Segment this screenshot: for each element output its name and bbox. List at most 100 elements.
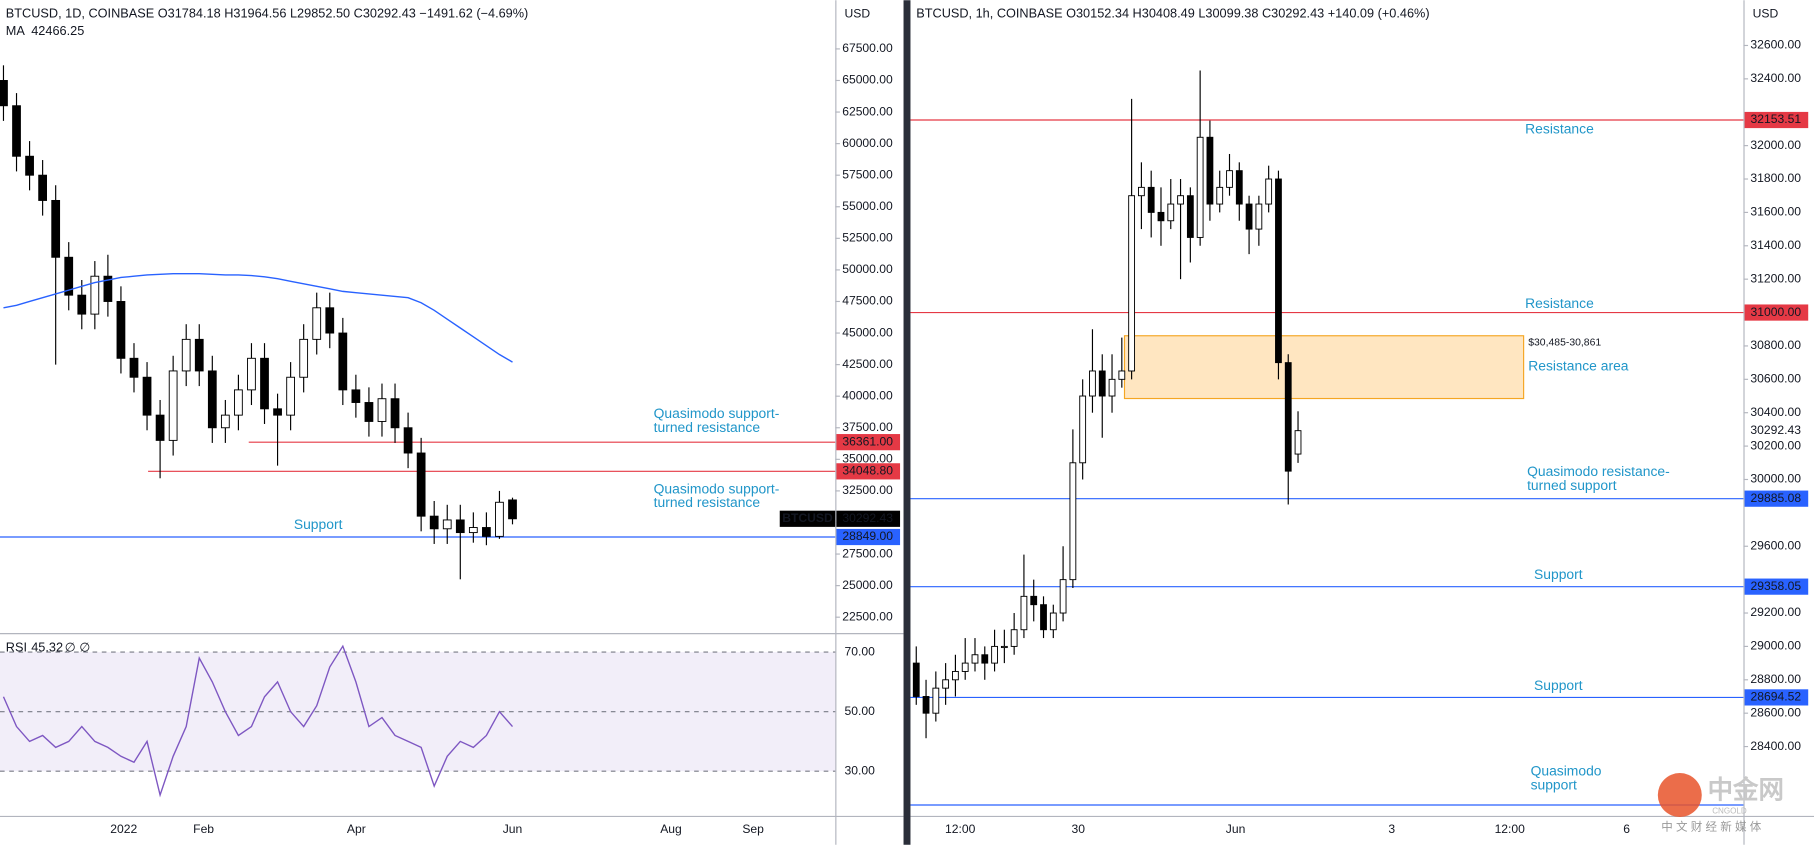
- x-tick-label: 2022: [110, 822, 137, 836]
- candle-body: [90, 275, 100, 315]
- y-tick-label: 30400.00: [1750, 405, 1801, 419]
- x-tick-label: Jun: [1226, 822, 1246, 836]
- candle-body: [403, 427, 413, 454]
- x-tick-label: 3: [1388, 822, 1395, 836]
- candle-body: [247, 357, 256, 391]
- candle-body: [442, 519, 452, 530]
- candle-body: [495, 501, 504, 537]
- candle-body: [142, 376, 152, 416]
- candle-body: [377, 398, 387, 422]
- candle-body: [1049, 612, 1057, 631]
- y-tick-label: 32000.00: [1750, 138, 1801, 152]
- y-tick-label: 31600.00: [1750, 205, 1801, 219]
- candle-body: [932, 687, 940, 714]
- panel-header: BTCUSD, 1h, COINBASE O30152.34 H30408.49…: [916, 5, 1429, 20]
- y-tick-label: 22500.00: [842, 609, 893, 623]
- y-tick-label: 52500.00: [842, 231, 893, 245]
- candle-body: [1255, 203, 1263, 230]
- candle-body: [1147, 186, 1155, 213]
- candle-body: [325, 307, 335, 334]
- level-price-label: 36361.00: [842, 434, 893, 448]
- candle-body: [0, 80, 8, 107]
- rsi-value: 45.32: [31, 639, 63, 654]
- level-price-label: 28849.00: [842, 529, 893, 543]
- y-tick-label: 30.00: [845, 763, 876, 777]
- candle-body: [455, 519, 465, 534]
- level-price-label: 29358.05: [1751, 579, 1802, 593]
- candle-body: [1196, 136, 1204, 238]
- candle-body: [416, 452, 426, 517]
- candle-body: [429, 515, 439, 530]
- candle-body: [25, 155, 34, 176]
- y-tick-label: 32500.00: [842, 483, 893, 497]
- annotation: support: [1531, 776, 1577, 792]
- annotation: Quasimodo resistance-: [1527, 463, 1670, 479]
- level-price-label: 31000.00: [1751, 305, 1802, 319]
- candle-body: [1000, 645, 1008, 649]
- candle-body: [12, 105, 21, 157]
- rsi-name: RSI: [6, 639, 27, 654]
- candle-body: [273, 408, 282, 416]
- y-tick-label: 30600.00: [1750, 372, 1801, 386]
- x-tick-label: Feb: [193, 822, 214, 836]
- candle-body: [1030, 595, 1038, 606]
- candle-body: [286, 376, 295, 416]
- candle-body: [991, 645, 998, 664]
- y-tick-label: 70.00: [845, 644, 876, 658]
- y-tick-label: 30200.00: [1750, 438, 1801, 452]
- x-tick-label: 12:00: [945, 822, 976, 836]
- candle-body: [912, 662, 920, 697]
- y-tick-label: 57500.00: [842, 167, 893, 181]
- x-tick-label: Apr: [347, 822, 366, 836]
- resistance-zone: [1123, 335, 1525, 400]
- candle-body: [1235, 170, 1243, 205]
- y-tick-label: 45000.00: [842, 325, 893, 339]
- annotation: Support: [294, 516, 343, 532]
- candle-body: [220, 414, 230, 429]
- y-tick-label: 25000.00: [842, 578, 893, 592]
- candle-body: [1284, 362, 1292, 472]
- panel-header: BTCUSD, 1D, COINBASE O31784.18 H31964.56…: [6, 5, 529, 20]
- candle-body: [260, 357, 269, 410]
- candle-body: [77, 294, 87, 315]
- candle-body: [1079, 395, 1087, 464]
- candle-body: [390, 398, 400, 429]
- candle-body: [1177, 195, 1184, 205]
- candle-body: [981, 654, 989, 664]
- level-price-box: [1744, 490, 1809, 507]
- y-tick-label: 30800.00: [1750, 338, 1801, 352]
- candle-body: [482, 527, 491, 537]
- candle-body: [1089, 370, 1096, 397]
- candle-body: [971, 654, 979, 664]
- candle-body: [38, 174, 48, 201]
- candle-body: [168, 370, 178, 441]
- candle-body: [468, 527, 478, 534]
- y-tick-label: 32400.00: [1750, 71, 1801, 85]
- candle-body: [103, 275, 113, 302]
- candle-body: [234, 389, 243, 416]
- level-price-box: [1744, 578, 1809, 595]
- level-price-box: [1744, 304, 1809, 321]
- annotation: Quasimodo support-: [654, 405, 780, 421]
- candle-body: [952, 670, 959, 681]
- level-price-box: [836, 434, 901, 451]
- watermark-logo: [1657, 773, 1702, 817]
- moving-average: [3, 273, 513, 363]
- y-tick-label: 31200.00: [1750, 271, 1801, 285]
- y-tick-label: 31400.00: [1750, 238, 1801, 252]
- annotation: turned resistance: [654, 494, 761, 510]
- symbol-label: BTCUSD: [782, 511, 833, 525]
- y-tick-label: 55000.00: [842, 199, 893, 213]
- candle-body: [1265, 178, 1273, 205]
- candle-body: [351, 389, 361, 403]
- ma-label: MA: [6, 23, 26, 38]
- currency-label: USD: [845, 6, 871, 20]
- level-price-box: [836, 528, 901, 546]
- candle-body: [1245, 203, 1253, 230]
- y-tick-label: 60000.00: [842, 136, 893, 150]
- y-tick-label: 27500.00: [842, 546, 893, 560]
- level-price-label: 34048.80: [842, 464, 893, 478]
- candle-body: [1128, 195, 1136, 372]
- x-tick-label: Aug: [660, 822, 682, 836]
